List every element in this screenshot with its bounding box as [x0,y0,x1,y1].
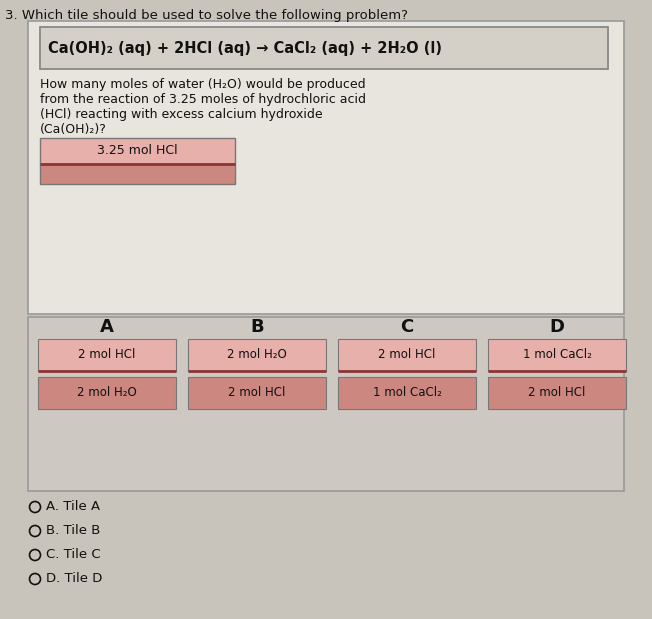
FancyBboxPatch shape [488,377,626,409]
FancyBboxPatch shape [188,377,326,409]
Text: How many moles of water (H₂O) would be produced: How many moles of water (H₂O) would be p… [40,78,366,91]
Text: 3. Which tile should be used to solve the following problem?: 3. Which tile should be used to solve th… [5,9,408,22]
Text: 3.25 mol HCl: 3.25 mol HCl [97,144,178,157]
Text: (HCl) reacting with excess calcium hydroxide: (HCl) reacting with excess calcium hydro… [40,108,323,121]
Text: Ca(OH)₂ (aq) + 2HCl (aq) → CaCl₂ (aq) + 2H₂O (l): Ca(OH)₂ (aq) + 2HCl (aq) → CaCl₂ (aq) + … [48,40,442,56]
Text: B: B [250,318,264,336]
Text: 2 mol H₂O: 2 mol H₂O [77,386,137,399]
Text: A. Tile A: A. Tile A [46,501,100,514]
Text: 2 mol HCl: 2 mol HCl [78,348,136,361]
FancyBboxPatch shape [40,27,608,69]
Text: B. Tile B: B. Tile B [46,524,100,537]
Text: 2 mol HCl: 2 mol HCl [228,386,286,399]
FancyBboxPatch shape [38,377,176,409]
Text: A: A [100,318,114,336]
Text: (Ca(OH)₂)?: (Ca(OH)₂)? [40,123,107,136]
Text: D: D [550,318,565,336]
FancyBboxPatch shape [28,317,624,491]
FancyBboxPatch shape [38,339,176,371]
Text: 2 mol HCl: 2 mol HCl [378,348,436,361]
Text: D. Tile D: D. Tile D [46,573,102,586]
FancyBboxPatch shape [488,339,626,371]
Text: C: C [400,318,413,336]
Text: 2 mol HCl: 2 mol HCl [528,386,585,399]
FancyBboxPatch shape [338,377,476,409]
Text: C. Tile C: C. Tile C [46,548,100,561]
Text: from the reaction of 3.25 moles of hydrochloric acid: from the reaction of 3.25 moles of hydro… [40,93,366,106]
FancyBboxPatch shape [338,339,476,371]
FancyBboxPatch shape [28,21,624,314]
FancyBboxPatch shape [188,339,326,371]
FancyBboxPatch shape [40,138,235,164]
Text: 2 mol H₂O: 2 mol H₂O [227,348,287,361]
FancyBboxPatch shape [40,164,235,184]
Text: 1 mol CaCl₂: 1 mol CaCl₂ [372,386,441,399]
Text: 1 mol CaCl₂: 1 mol CaCl₂ [522,348,591,361]
